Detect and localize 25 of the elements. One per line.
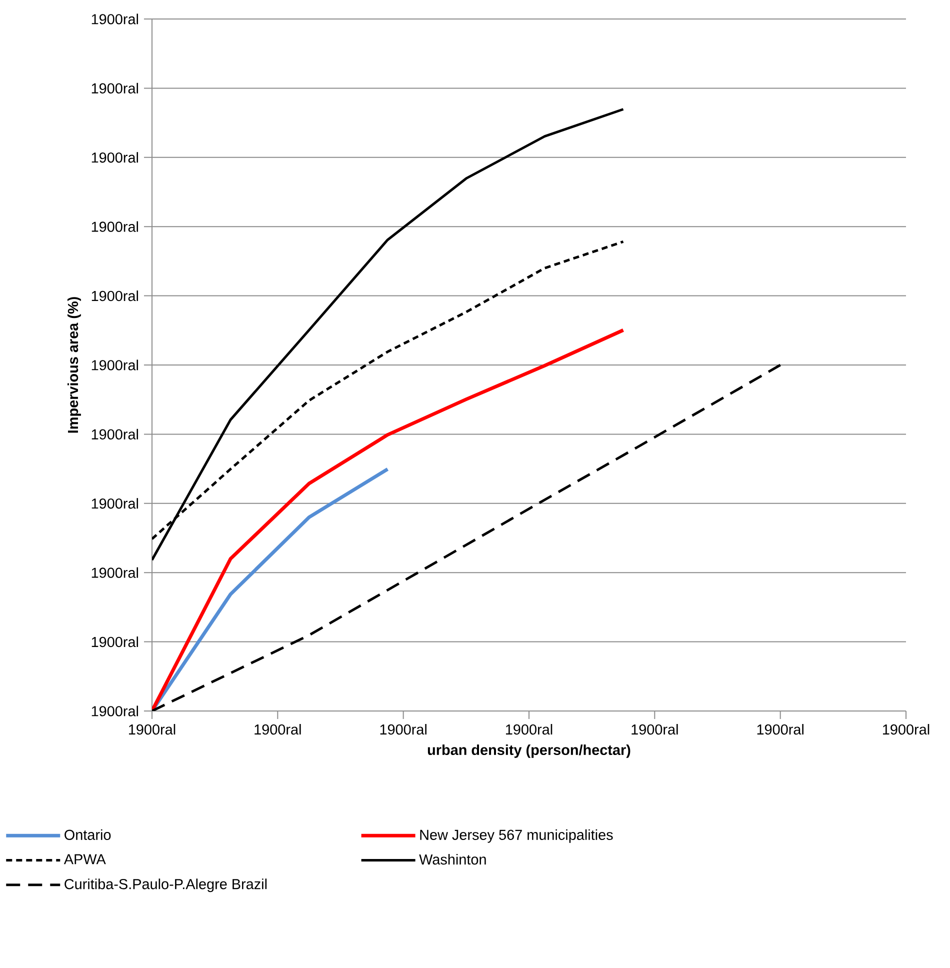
text: 1900ral: [254, 724, 301, 735]
annotation: 1900ral: [92, 290, 138, 302]
text: 1900ral: [882, 724, 930, 735]
annotation: 1900ral: [92, 152, 138, 163]
annotation: 1900ral: [92, 706, 138, 716]
text: 1900ral: [128, 724, 176, 735]
text: 1900ral: [632, 724, 678, 735]
annotation: 1900ral: [92, 428, 138, 440]
legend-label: New Jersey 567 municipalities: [420, 829, 613, 843]
legend-label: APWA: [64, 854, 106, 864]
annotation: 1900ral: [92, 498, 138, 509]
text: 1900ral: [380, 724, 426, 735]
legend-label: Curitiba-S.Paulo-P.Alegre Brazil: [64, 878, 267, 892]
legend-label: Washinton: [419, 854, 486, 865]
y-axis-title: Impervious area (%): [67, 297, 81, 433]
annotation: 1900ral: [92, 636, 138, 648]
text: 1900ral: [92, 14, 138, 24]
annotation: 1900ral: [92, 221, 138, 232]
text: 1900ral: [92, 82, 138, 94]
text: 1900ral: [506, 724, 552, 735]
annotation: 1900ral: [92, 567, 138, 578]
text: 1900ral: [757, 724, 804, 735]
legend-label: Ontario: [64, 829, 111, 840]
annotation: 1900ral: [92, 360, 138, 370]
x-axis-title: urban density (person/hectar): [428, 744, 630, 758]
